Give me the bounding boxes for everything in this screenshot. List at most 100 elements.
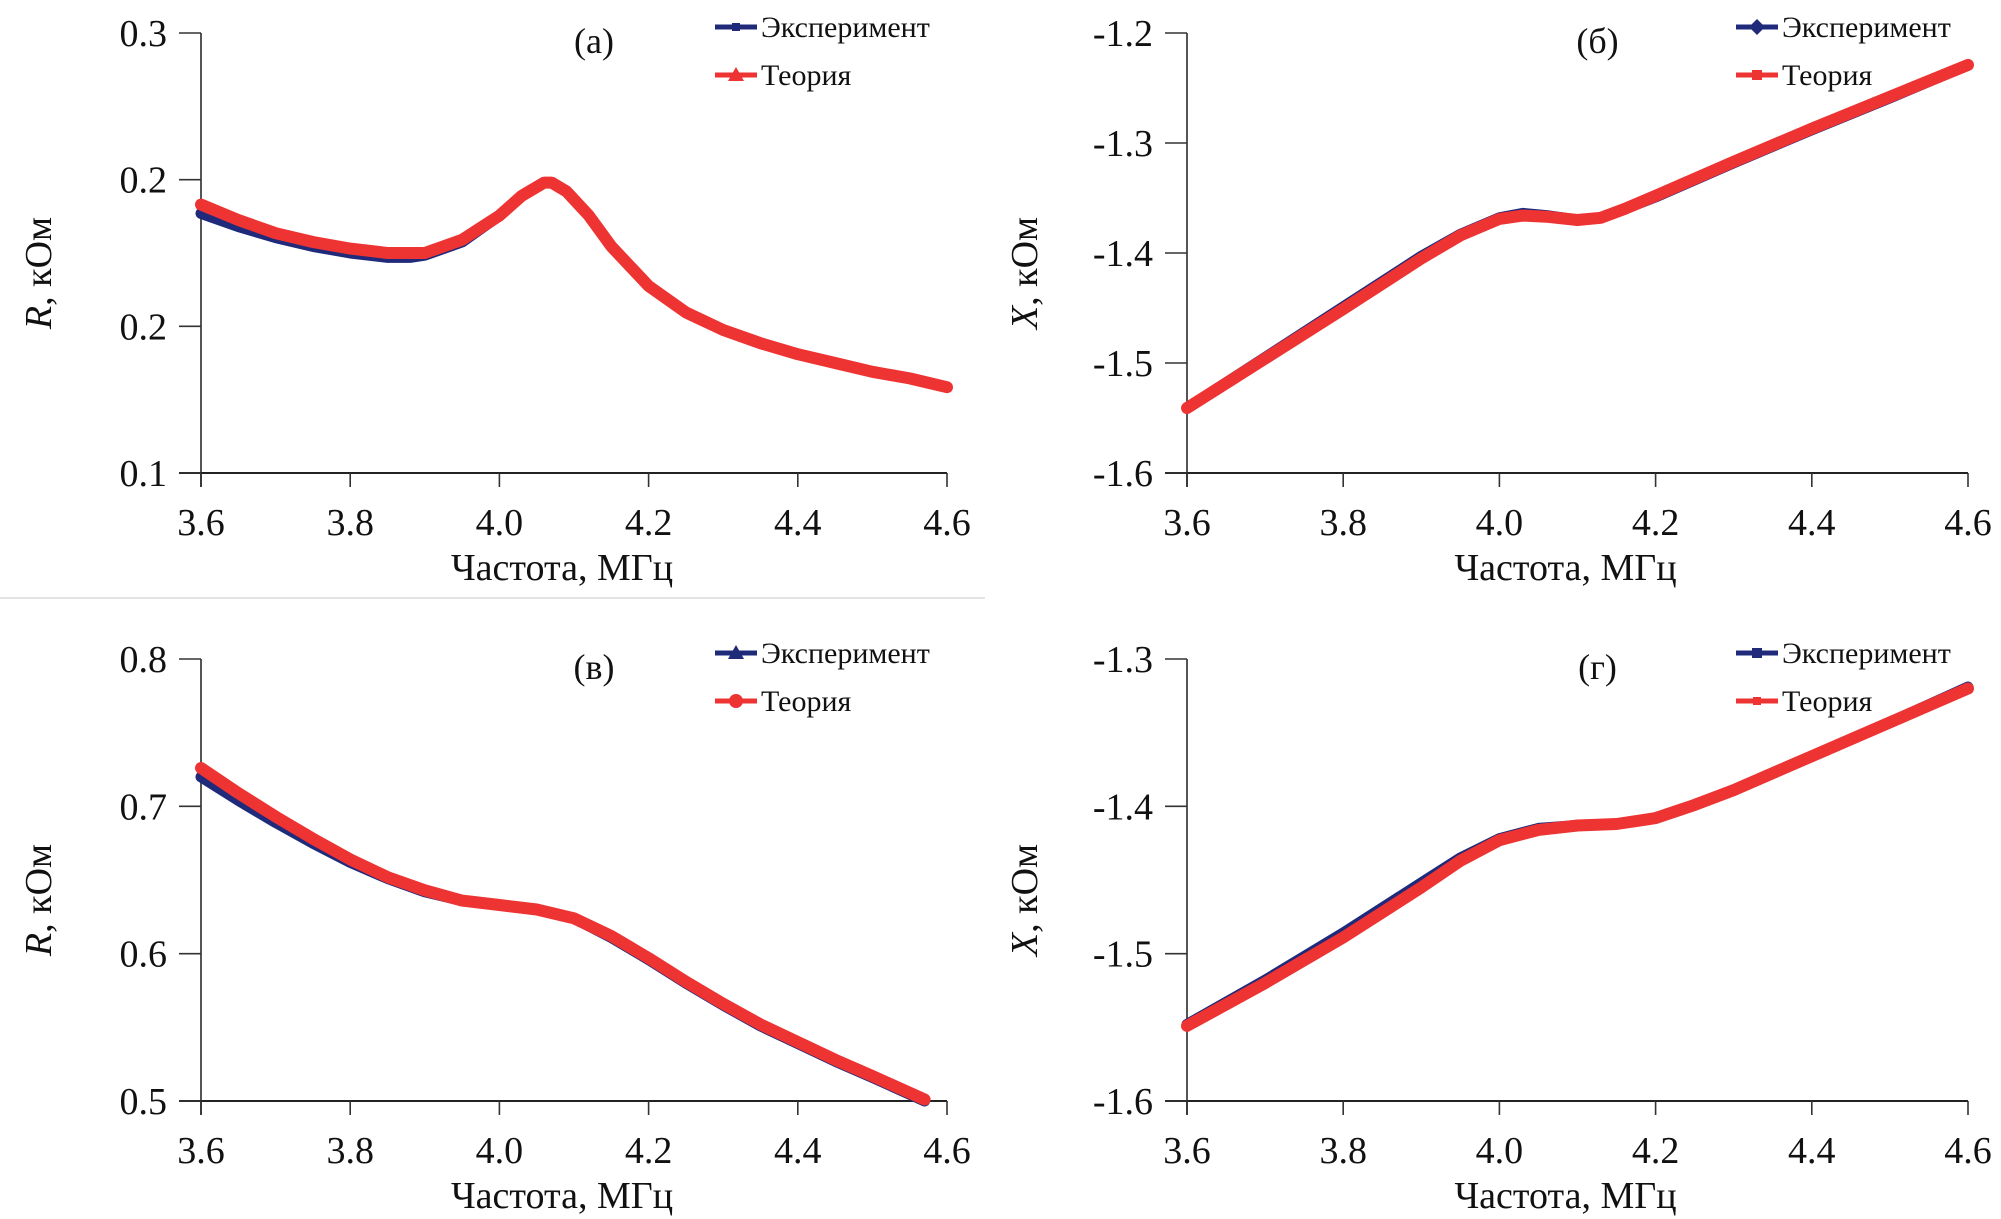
data-point [310, 836, 316, 842]
data-point [758, 1021, 763, 1027]
y-tick-label: 0.2 [120, 306, 168, 348]
x-tick-label: 3.8 [326, 1130, 374, 1172]
y-axis-variable: R [18, 306, 60, 330]
x-tick-label: 4.6 [923, 1130, 971, 1172]
x-tick-label: 4.2 [1632, 1130, 1680, 1172]
dash-marker-icon [732, 23, 740, 31]
data-point [1457, 858, 1463, 864]
y-axis-title: X, кОм [1004, 217, 1046, 331]
data-point [1262, 356, 1268, 362]
data-point [832, 360, 838, 366]
data-point [385, 250, 390, 256]
chart-panel-4: -1.3 -1.4 -1.5 -1.63.6 3.8 4.0 4.2 4.4 4.6 Частот… [1004, 637, 1992, 1217]
x-tick-label: 3.8 [326, 502, 374, 544]
square-marker-icon [1752, 70, 1762, 80]
x-tick-label: 3.6 [1163, 502, 1211, 544]
legend-label: Эксперимент [1782, 637, 1951, 670]
data-point [571, 915, 577, 921]
data-point [869, 1073, 875, 1079]
legend-item[interactable]: Эксперимент [715, 11, 930, 44]
data-point [496, 902, 502, 908]
data-point [683, 979, 689, 985]
y-tick-label: 0.5 [120, 1081, 168, 1123]
data-point [683, 309, 689, 315]
y-tick-label: -1.3 [1093, 123, 1153, 165]
data-point [1543, 214, 1549, 220]
y-tick-label: 0.8 [120, 639, 168, 681]
data-point [541, 180, 547, 186]
y-tick-label: -1.4 [1093, 786, 1153, 828]
data-point [1809, 753, 1815, 759]
legend-item[interactable]: Эксперимент [1736, 11, 1951, 44]
legend-item[interactable]: Теория [715, 59, 852, 92]
legend-item[interactable]: Теория [1736, 59, 1873, 92]
series-line-theory [195, 176, 953, 394]
x-tick-label: 4.2 [1632, 502, 1680, 544]
data-point [519, 193, 525, 199]
data-point [549, 180, 555, 186]
y-axis-variable: R [18, 933, 60, 957]
data-point [1731, 159, 1737, 165]
y-tick-label: -1.5 [1093, 343, 1153, 385]
chart-panel-3: 0.8 0.7 0.6 0.53.6 3.8 4.0 4.2 4.4 4.6 Частота, М… [18, 637, 971, 1217]
legend-label: Эксперимент [1782, 11, 1951, 44]
data-point [459, 898, 465, 904]
data-point [922, 1097, 928, 1103]
legend-label: Теория [1782, 685, 1873, 718]
data-point [1575, 217, 1580, 223]
y-tick-label: -1.2 [1093, 13, 1153, 55]
series-line-theory [195, 762, 931, 1106]
y-tick-label: 0.1 [120, 453, 168, 495]
data-point [795, 1039, 801, 1045]
legend-item[interactable]: Эксперимент [1736, 637, 1951, 670]
data-point [235, 217, 241, 223]
x-tick-label: 4.6 [1944, 502, 1992, 544]
data-point [1621, 206, 1627, 212]
data-point [1262, 980, 1268, 986]
data-point [407, 250, 413, 256]
data-point [534, 906, 540, 912]
x-tick-label: 4.6 [923, 502, 971, 544]
data-point [1614, 821, 1620, 827]
x-tick-label: 4.4 [774, 502, 822, 544]
panel-label: (б) [1576, 21, 1618, 61]
legend-item[interactable]: Эксперимент [715, 637, 930, 670]
panel-label: (а) [574, 21, 614, 61]
x-tick-label: 4.0 [1476, 1130, 1524, 1172]
data-point [907, 375, 913, 381]
x-tick-label: 3.6 [1163, 1130, 1211, 1172]
y-tick-label: 0.2 [120, 160, 168, 202]
data-point [720, 1001, 726, 1007]
circle-marker-icon [729, 694, 743, 708]
data-point [198, 210, 204, 216]
diamond-marker-icon [1749, 19, 1765, 35]
legend-item[interactable]: Теория [1736, 685, 1873, 718]
data-point [1520, 213, 1526, 219]
x-tick-label: 4.0 [476, 1130, 524, 1172]
series-line-theory [1181, 58, 1974, 415]
data-point [198, 202, 204, 208]
data-point [758, 340, 763, 346]
y-axis-title: R, кОм [18, 844, 60, 957]
data-point [564, 188, 570, 194]
x-axis-title: Частота, МГц [1454, 547, 1676, 589]
data-point [608, 933, 614, 939]
data-point [1340, 934, 1346, 940]
data-point [1340, 306, 1346, 312]
x-tick-label: 3.6 [177, 1130, 225, 1172]
row-divider [0, 597, 985, 599]
x-axis-title: Частота, МГц [451, 547, 673, 589]
data-point [1418, 884, 1424, 890]
data-point [459, 237, 465, 243]
data-point [1965, 62, 1971, 68]
data-point [795, 351, 801, 357]
data-point [944, 384, 950, 390]
data-point [1184, 405, 1190, 411]
data-point [1535, 827, 1541, 833]
series-line-theory [1181, 682, 1974, 1032]
x-tick-label: 4.4 [774, 1130, 822, 1172]
data-point [1653, 815, 1659, 821]
y-axis-unit: , кОм [18, 217, 60, 306]
x-tick-label: 4.4 [1788, 502, 1836, 544]
legend-item[interactable]: Теория [715, 685, 852, 718]
